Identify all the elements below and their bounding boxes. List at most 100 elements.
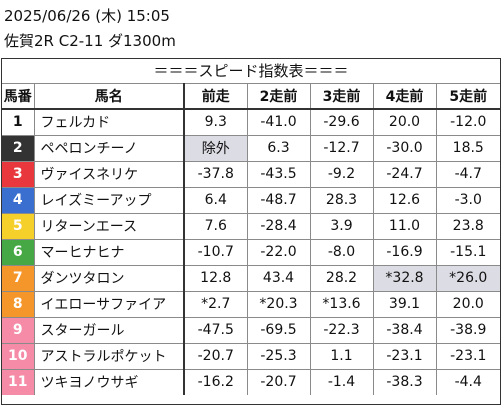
- speed-index-value: 除外: [183, 134, 248, 162]
- horse-number-cell: 3: [2, 160, 35, 188]
- speed-index-value: -28.4: [246, 212, 311, 240]
- speed-index-value: -38.3: [372, 368, 437, 395]
- speed-index-value: 12.6: [372, 186, 437, 214]
- horse-name: リターンエース: [33, 212, 185, 240]
- speed-index-value: -38.4: [372, 316, 437, 344]
- col-header-5back: 5走前: [435, 82, 500, 110]
- horse-name: ヴァイスネリケ: [33, 160, 185, 188]
- speed-index-value: -4.7: [435, 160, 500, 188]
- speed-index-value: -69.5: [246, 316, 311, 344]
- horse-name: ツキヨノウサギ: [33, 368, 185, 395]
- speed-index-value: 1.1: [309, 342, 374, 370]
- col-header-name: 馬名: [33, 82, 185, 110]
- speed-index-value: 7.6: [183, 212, 248, 240]
- horse-number: 6: [12, 243, 23, 260]
- horse-number: 11: [8, 373, 28, 390]
- col-header-number: 馬番: [2, 82, 35, 110]
- horse-number-cell: 6: [2, 238, 35, 266]
- table-row: 9 スターガール -47.5 -69.5 -22.3 -38.4 -38.9: [2, 316, 500, 344]
- table-row: 3 ヴァイスネリケ -37.8 -43.5 -9.2 -24.7 -4.7: [2, 160, 500, 188]
- horse-number-cell: 2: [2, 134, 35, 162]
- speed-index-value: -9.2: [309, 160, 374, 188]
- horse-number: 9: [12, 321, 23, 338]
- speed-index-value: -3.0: [435, 186, 500, 214]
- speed-index-value: -22.3: [309, 316, 374, 344]
- col-header-4back: 4走前: [372, 82, 437, 110]
- table-row: 1 フェルカド 9.3 -41.0 -29.6 20.0 -12.0: [2, 108, 500, 136]
- horse-name: レイズミーアップ: [33, 186, 185, 214]
- horse-name: マーヒナヒナ: [33, 238, 185, 266]
- horse-name: ペペロンチーノ: [33, 134, 185, 162]
- speed-index-value: -16.9: [372, 238, 437, 266]
- speed-index-value: 12.8: [183, 264, 248, 292]
- speed-index-value: *32.8: [372, 264, 437, 292]
- speed-index-value: 39.1: [372, 290, 437, 318]
- speed-index-value: 6.3: [246, 134, 311, 162]
- speed-index-value: -1.4: [309, 368, 374, 395]
- table-row: 4 レイズミーアップ 6.4 -48.7 28.3 12.6 -3.0: [2, 186, 500, 214]
- speed-index-value: -25.3: [246, 342, 311, 370]
- horse-name: スターガール: [33, 316, 185, 344]
- horse-number-cell: 10: [2, 342, 35, 370]
- speed-index-value: -41.0: [246, 108, 311, 136]
- col-header-2back: 2走前: [246, 82, 311, 110]
- horse-number-cell: 5: [2, 212, 35, 240]
- horse-number: 5: [12, 217, 23, 234]
- speed-index-value: 18.5: [435, 134, 500, 162]
- speed-index-value: 28.2: [309, 264, 374, 292]
- horse-number: 3: [12, 165, 23, 182]
- speed-index-value: -12.0: [435, 108, 500, 136]
- speed-index-value: 20.0: [372, 108, 437, 136]
- horse-number: 8: [12, 295, 23, 312]
- speed-index-value: *20.3: [246, 290, 311, 318]
- speed-index-value: 11.0: [372, 212, 437, 240]
- speed-index-value: *2.7: [183, 290, 248, 318]
- speed-index-value: -16.2: [183, 368, 248, 395]
- table-title: ＝＝＝スピード指数表＝＝＝: [2, 59, 500, 84]
- horse-number: 4: [12, 191, 23, 208]
- table-row: 5 リターンエース 7.6 -28.4 3.9 11.0 23.8: [2, 212, 500, 240]
- speed-index-value: -24.7: [372, 160, 437, 188]
- race-datetime: 2025/06/26 (木) 15:05: [4, 7, 170, 25]
- col-header-last: 前走: [183, 82, 248, 110]
- speed-index-table-frame: ＝＝＝スピード指数表＝＝＝ 馬番 馬名 前走 2走前 3走前 4走前: [1, 58, 501, 405]
- speed-index-value: 6.4: [183, 186, 248, 214]
- horse-number-cell: 9: [2, 316, 35, 344]
- table-row: 6 マーヒナヒナ -10.7 -22.0 -8.0 -16.9 -15.1: [2, 238, 500, 266]
- speed-index-value: *26.0: [435, 264, 500, 292]
- speed-index-value: -23.1: [372, 342, 437, 370]
- speed-index-value: -15.1: [435, 238, 500, 266]
- speed-index-value: -8.0: [309, 238, 374, 266]
- horse-number: 2: [12, 139, 23, 156]
- col-header-3back: 3走前: [309, 82, 374, 110]
- speed-index-value: -30.0: [372, 134, 437, 162]
- horse-name: アストラルポケット: [33, 342, 185, 370]
- speed-index-value: 20.0: [435, 290, 500, 318]
- horse-name: イエローサファイア: [33, 290, 185, 318]
- speed-index-value: -22.0: [246, 238, 311, 266]
- speed-index-value: -23.1: [435, 342, 500, 370]
- table-row: 2 ペペロンチーノ 除外 6.3 -12.7 -30.0 18.5: [2, 134, 500, 162]
- table-row: 11 ツキヨノウサギ -16.2 -20.7 -1.4 -38.3 -4.4: [2, 368, 500, 395]
- horse-number: 7: [12, 269, 23, 286]
- speed-index-value: -10.7: [183, 238, 248, 266]
- speed-index-value: -38.9: [435, 316, 500, 344]
- horse-number: 10: [8, 347, 28, 364]
- speed-index-value: -20.7: [246, 368, 311, 395]
- speed-index-value: 3.9: [309, 212, 374, 240]
- speed-index-value: -12.7: [309, 134, 374, 162]
- speed-index-value: -4.4: [435, 368, 500, 395]
- speed-index-value: -48.7: [246, 186, 311, 214]
- table-row: 7 ダンツタロン 12.8 43.4 28.2 *32.8 *26.0: [2, 264, 500, 292]
- speed-index-value: -29.6: [309, 108, 374, 136]
- speed-index-value: *13.6: [309, 290, 374, 318]
- horse-number-cell: 4: [2, 186, 35, 214]
- race-info: 佐賀2R C2-11 ダ1300m: [4, 32, 176, 50]
- horse-number-cell: 11: [2, 368, 35, 395]
- horse-name: フェルカド: [33, 108, 185, 136]
- speed-index-value: 43.4: [246, 264, 311, 292]
- speed-index-value: -20.7: [183, 342, 248, 370]
- speed-index-value: -37.8: [183, 160, 248, 188]
- table-row: 8 イエローサファイア *2.7 *20.3 *13.6 39.1 20.0: [2, 290, 500, 318]
